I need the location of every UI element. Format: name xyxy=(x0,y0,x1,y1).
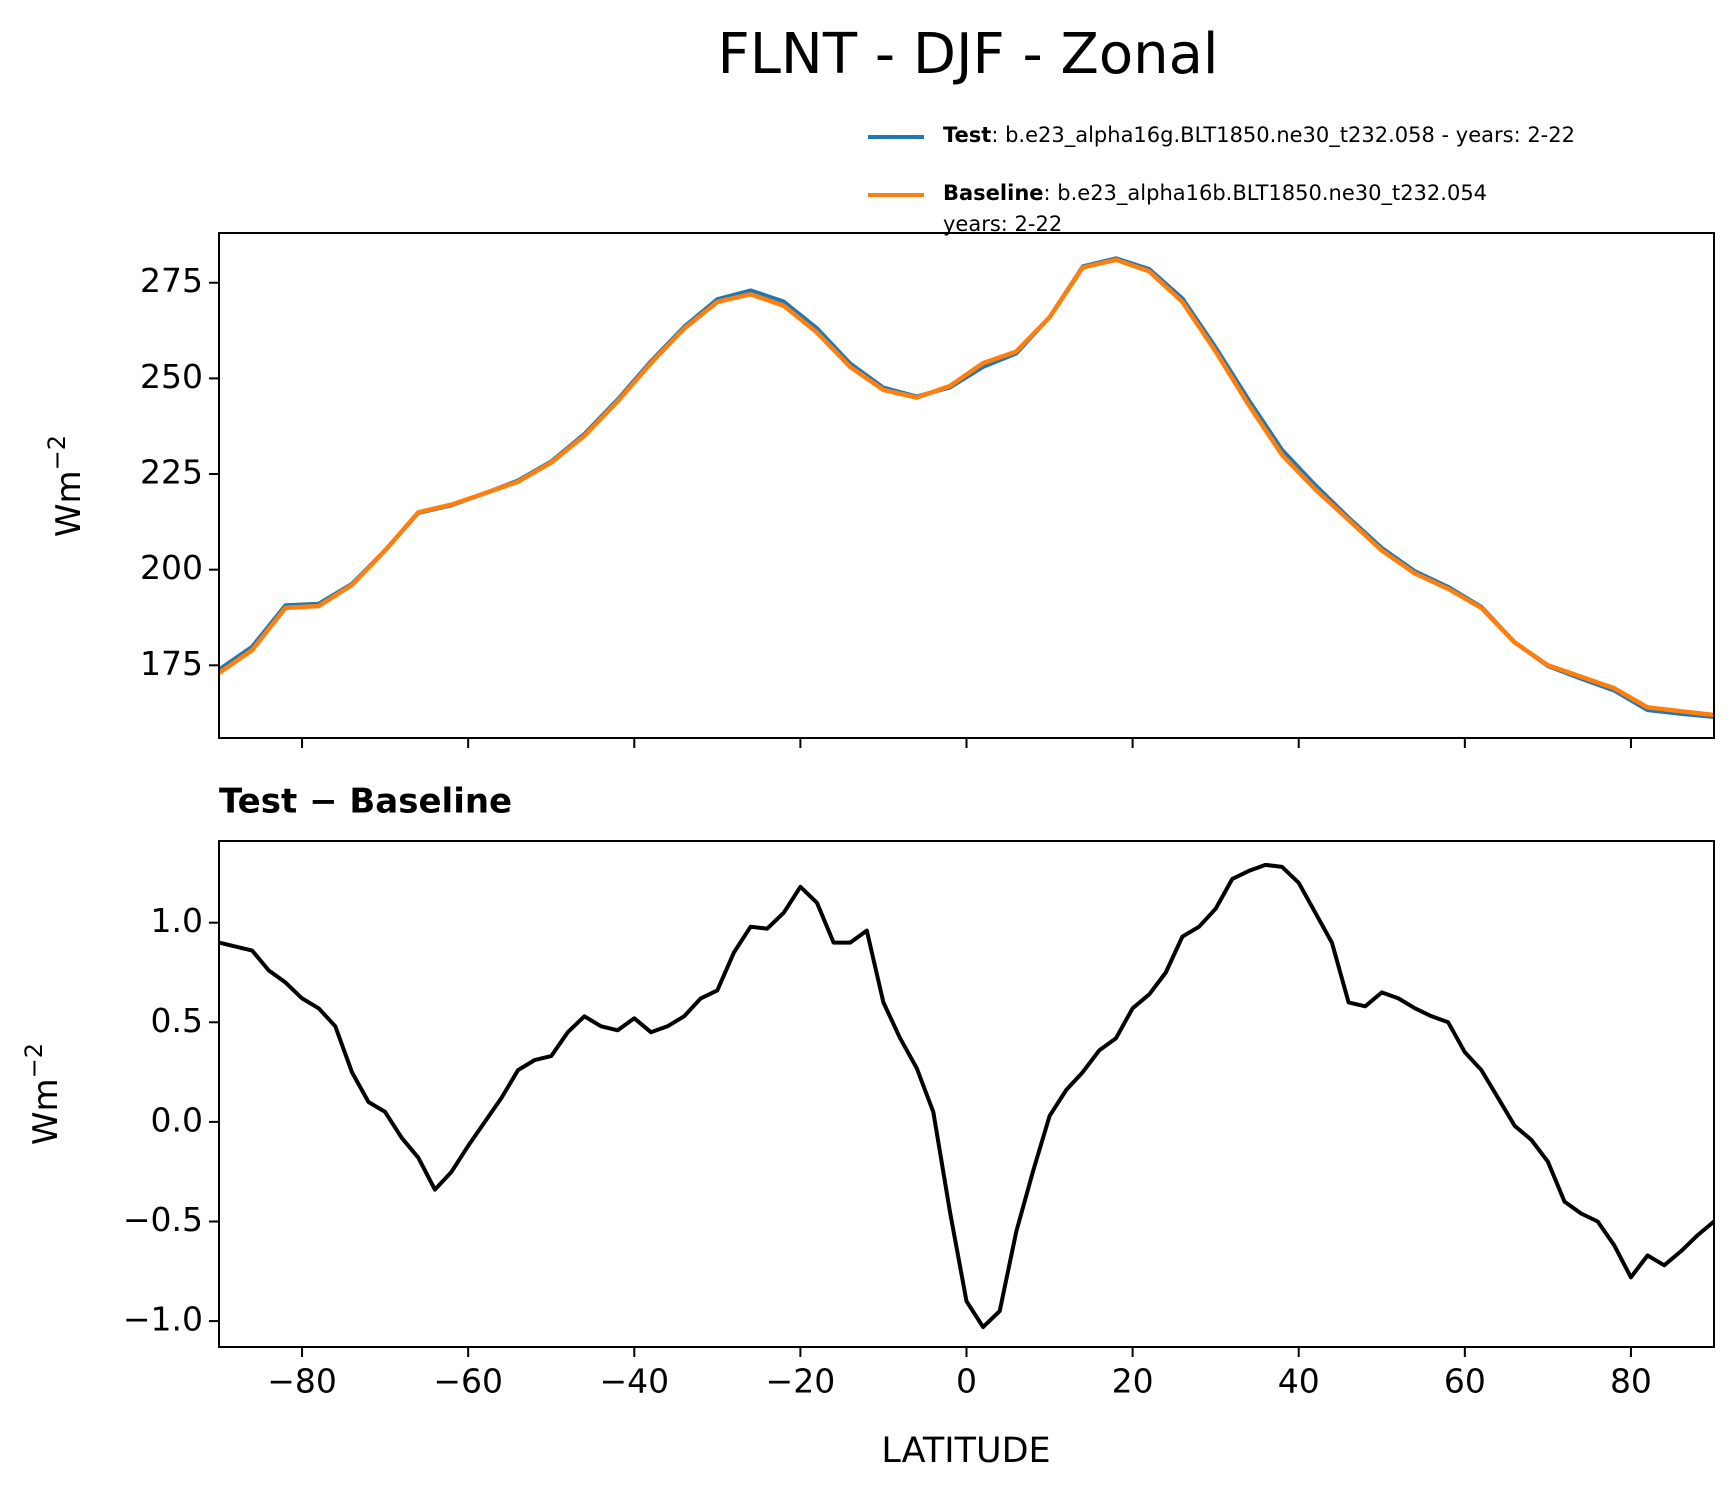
legend-name: Baseline xyxy=(943,181,1044,205)
series-line xyxy=(218,862,1716,1330)
y-axis-label: Wm−2 xyxy=(43,435,89,537)
x-tick-label: 80 xyxy=(1610,1362,1652,1401)
plot-frame xyxy=(218,840,1715,1348)
y-axis-label-exp: −2 xyxy=(20,1043,48,1078)
y-tick-label: 250 xyxy=(140,357,203,396)
legend-desc: years: 2-22 xyxy=(943,212,1062,236)
plot-frame xyxy=(218,232,1715,739)
x-tick-label: 0 xyxy=(956,1362,977,1401)
figure-title: FLNT - DJF - Zonal xyxy=(718,22,1219,87)
y-tick-label: 0.0 xyxy=(151,1100,203,1139)
y-tick-label: 0.5 xyxy=(151,1001,203,1040)
legend-desc: : b.e23_alpha16b.BLT1850.ne30_t232.054 xyxy=(1044,181,1488,206)
x-tick-label: 40 xyxy=(1278,1362,1320,1401)
y-axis-label: Wm−2 xyxy=(20,1043,66,1145)
x-tick-label: −80 xyxy=(267,1362,337,1401)
y-tick-label: 275 xyxy=(140,261,203,300)
legend-label: Baseline: b.e23_alpha16b.BLT1850.ne30_t2… xyxy=(943,181,1487,206)
y-tick-label: 1.0 xyxy=(151,901,203,940)
legend-desc: : b.e23_alpha16g.BLT1850.ne30_t232.058 -… xyxy=(991,123,1575,148)
legend-label: Test: b.e23_alpha16g.BLT1850.ne30_t232.0… xyxy=(943,123,1575,148)
y-axis-label-base: Wm xyxy=(49,470,89,537)
y-tick-label: 225 xyxy=(140,453,203,492)
subplot-title: Test − Baseline xyxy=(219,782,512,822)
legend-name: Test xyxy=(943,123,991,147)
y-tick-label: −1.0 xyxy=(123,1300,203,1339)
y-axis-label-base: Wm xyxy=(26,1078,66,1145)
x-tick-label: 20 xyxy=(1112,1362,1154,1401)
series-line xyxy=(217,257,1715,718)
x-tick-label: 60 xyxy=(1444,1362,1486,1401)
y-tick-label: 200 xyxy=(140,548,203,587)
x-tick-label: −40 xyxy=(599,1362,669,1401)
y-axis-label-exp: −2 xyxy=(43,435,71,470)
x-tick-label: −20 xyxy=(766,1362,836,1401)
y-tick-label: 175 xyxy=(140,644,203,683)
x-axis-label: LATITUDE xyxy=(881,1431,1050,1471)
x-tick-label: −60 xyxy=(433,1362,503,1401)
y-tick-label: −0.5 xyxy=(123,1200,203,1239)
series-line xyxy=(217,256,1715,719)
